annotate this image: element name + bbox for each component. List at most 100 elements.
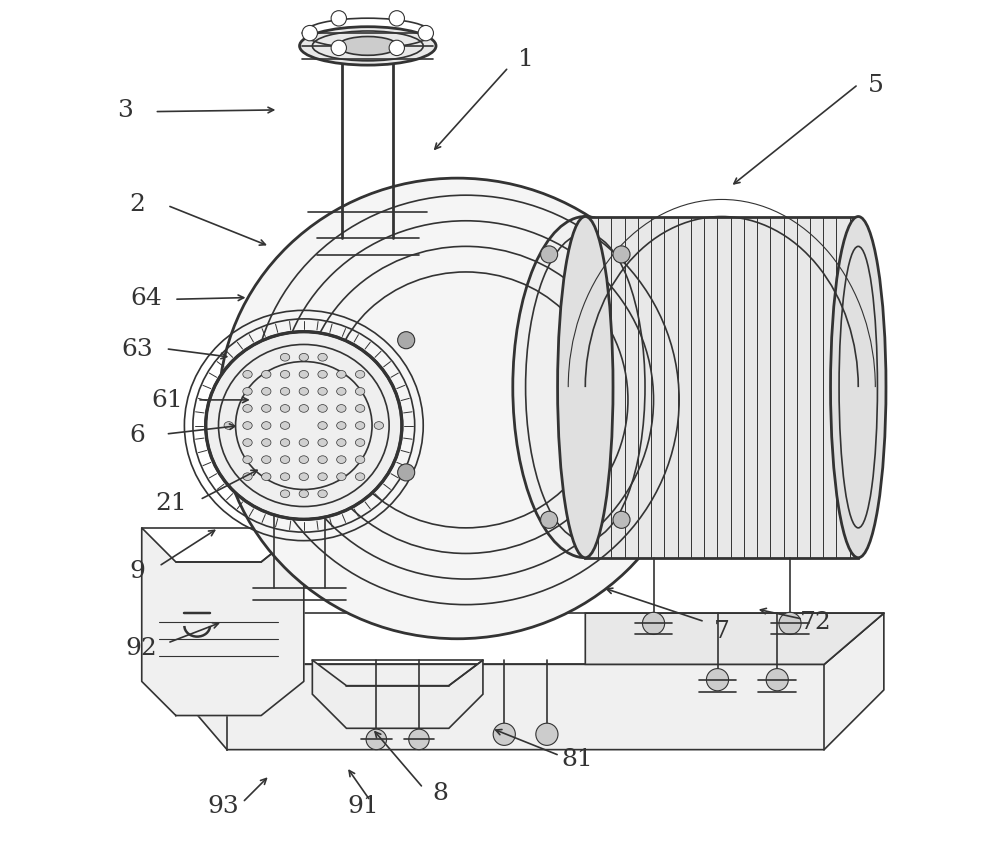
Text: 8: 8 xyxy=(432,781,448,803)
Ellipse shape xyxy=(262,474,271,481)
Circle shape xyxy=(331,41,346,56)
Ellipse shape xyxy=(262,371,271,378)
Ellipse shape xyxy=(224,423,233,429)
Circle shape xyxy=(766,669,788,691)
Ellipse shape xyxy=(299,440,309,446)
Ellipse shape xyxy=(513,217,658,558)
Ellipse shape xyxy=(299,457,309,463)
Ellipse shape xyxy=(262,389,271,395)
Circle shape xyxy=(613,512,630,529)
Text: 3: 3 xyxy=(117,100,133,122)
Ellipse shape xyxy=(337,406,346,413)
Ellipse shape xyxy=(318,457,327,463)
Text: 93: 93 xyxy=(207,794,239,816)
Text: 2: 2 xyxy=(130,193,145,216)
Text: 7: 7 xyxy=(714,619,730,642)
Ellipse shape xyxy=(355,457,365,463)
Ellipse shape xyxy=(299,474,309,481)
Ellipse shape xyxy=(219,179,696,639)
Ellipse shape xyxy=(338,37,398,56)
Ellipse shape xyxy=(280,371,290,378)
Circle shape xyxy=(302,26,317,42)
Text: 9: 9 xyxy=(130,560,145,582)
Ellipse shape xyxy=(318,389,327,395)
Circle shape xyxy=(706,669,729,691)
Ellipse shape xyxy=(243,474,252,481)
Text: 63: 63 xyxy=(122,338,153,360)
Ellipse shape xyxy=(299,354,309,362)
Ellipse shape xyxy=(355,423,365,429)
Ellipse shape xyxy=(206,332,402,520)
Ellipse shape xyxy=(318,406,327,413)
Ellipse shape xyxy=(243,389,252,395)
Ellipse shape xyxy=(318,440,327,446)
Ellipse shape xyxy=(280,440,290,446)
Circle shape xyxy=(389,12,404,27)
Circle shape xyxy=(541,512,558,529)
Circle shape xyxy=(331,12,346,27)
Ellipse shape xyxy=(558,217,613,558)
Ellipse shape xyxy=(243,406,252,413)
Ellipse shape xyxy=(280,406,290,413)
Polygon shape xyxy=(142,528,304,716)
Ellipse shape xyxy=(299,491,309,498)
Circle shape xyxy=(779,613,801,635)
Ellipse shape xyxy=(318,491,327,498)
Polygon shape xyxy=(312,660,483,728)
Ellipse shape xyxy=(262,423,271,429)
Circle shape xyxy=(493,723,515,746)
Ellipse shape xyxy=(243,371,252,378)
Ellipse shape xyxy=(318,423,327,429)
Ellipse shape xyxy=(337,474,346,481)
Ellipse shape xyxy=(318,354,327,362)
Ellipse shape xyxy=(337,389,346,395)
Ellipse shape xyxy=(280,423,290,429)
Ellipse shape xyxy=(262,406,271,413)
Ellipse shape xyxy=(318,474,327,481)
Ellipse shape xyxy=(355,406,365,413)
Circle shape xyxy=(613,246,630,263)
Circle shape xyxy=(398,464,415,481)
Ellipse shape xyxy=(243,457,252,463)
Ellipse shape xyxy=(831,217,886,558)
Text: 81: 81 xyxy=(561,747,593,769)
Ellipse shape xyxy=(262,440,271,446)
Text: 64: 64 xyxy=(130,287,162,309)
Ellipse shape xyxy=(337,440,346,446)
Circle shape xyxy=(366,729,387,750)
Ellipse shape xyxy=(355,474,365,481)
Text: 5: 5 xyxy=(867,74,883,96)
Text: 21: 21 xyxy=(156,492,187,514)
Ellipse shape xyxy=(299,371,309,378)
Circle shape xyxy=(418,26,433,42)
Circle shape xyxy=(398,332,415,349)
Ellipse shape xyxy=(243,440,252,446)
Ellipse shape xyxy=(318,371,327,378)
Text: 72: 72 xyxy=(800,611,831,633)
Text: 1: 1 xyxy=(518,49,533,71)
Ellipse shape xyxy=(280,457,290,463)
Ellipse shape xyxy=(355,371,365,378)
Ellipse shape xyxy=(337,423,346,429)
Polygon shape xyxy=(585,217,858,558)
Circle shape xyxy=(389,41,404,56)
Ellipse shape xyxy=(355,440,365,446)
Ellipse shape xyxy=(337,371,346,378)
Ellipse shape xyxy=(280,474,290,481)
Text: 92: 92 xyxy=(126,636,158,659)
Polygon shape xyxy=(176,613,884,750)
Text: 6: 6 xyxy=(130,423,145,446)
Text: 61: 61 xyxy=(152,389,183,412)
Ellipse shape xyxy=(243,423,252,429)
Circle shape xyxy=(541,246,558,263)
Ellipse shape xyxy=(355,389,365,395)
Ellipse shape xyxy=(374,423,384,429)
Circle shape xyxy=(642,613,665,635)
Ellipse shape xyxy=(299,406,309,413)
Text: 91: 91 xyxy=(348,794,379,816)
Polygon shape xyxy=(585,613,884,665)
Ellipse shape xyxy=(280,389,290,395)
Ellipse shape xyxy=(300,28,436,66)
Ellipse shape xyxy=(337,457,346,463)
Ellipse shape xyxy=(280,491,290,498)
